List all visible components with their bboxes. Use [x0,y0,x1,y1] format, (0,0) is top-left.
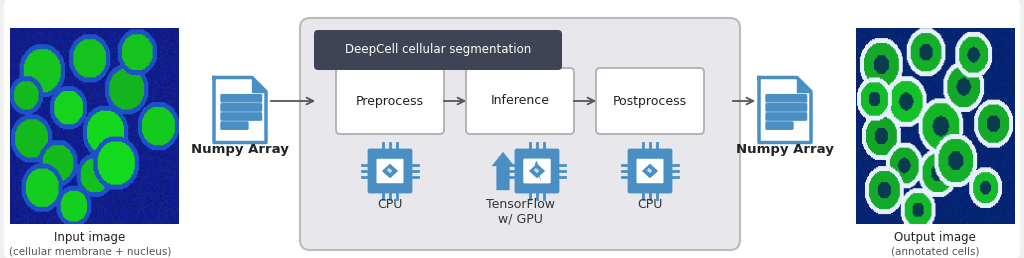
FancyBboxPatch shape [466,68,574,134]
Text: DeepCell cellular segmentation: DeepCell cellular segmentation [345,44,531,57]
FancyBboxPatch shape [220,94,262,103]
Text: CPU: CPU [377,198,402,212]
FancyBboxPatch shape [765,121,794,130]
FancyBboxPatch shape [220,112,262,121]
FancyBboxPatch shape [596,68,705,134]
FancyBboxPatch shape [628,149,673,194]
Polygon shape [797,77,811,92]
FancyBboxPatch shape [523,159,551,183]
FancyBboxPatch shape [368,149,413,194]
Text: Postprocess: Postprocess [613,94,687,108]
Text: Numpy Array: Numpy Array [736,143,834,157]
FancyBboxPatch shape [765,112,807,121]
Polygon shape [387,168,392,173]
Polygon shape [214,77,266,142]
Text: Numpy Array: Numpy Array [191,143,289,157]
FancyBboxPatch shape [515,149,559,194]
FancyBboxPatch shape [523,159,551,183]
Polygon shape [759,77,811,142]
Polygon shape [252,77,266,92]
Text: CPU: CPU [637,198,663,212]
Text: Inference: Inference [490,94,550,108]
FancyBboxPatch shape [336,68,444,134]
FancyBboxPatch shape [765,94,807,103]
FancyBboxPatch shape [314,30,562,70]
Text: Output image: Output image [894,231,976,245]
Polygon shape [528,164,545,178]
Polygon shape [492,152,514,190]
FancyBboxPatch shape [220,121,249,130]
Text: (cellular membrane + nucleus): (cellular membrane + nucleus) [9,246,171,256]
Polygon shape [647,168,652,173]
FancyBboxPatch shape [637,159,664,183]
FancyBboxPatch shape [300,18,740,250]
FancyBboxPatch shape [220,103,262,112]
Polygon shape [642,164,658,178]
Text: Input image: Input image [54,231,126,245]
FancyBboxPatch shape [4,0,1020,258]
Polygon shape [534,160,542,182]
Text: (annotated cells): (annotated cells) [891,246,979,256]
FancyBboxPatch shape [377,159,403,183]
Text: Preprocess: Preprocess [356,94,424,108]
Polygon shape [382,164,398,178]
FancyBboxPatch shape [765,103,807,112]
Text: TensorFlow
w/ GPU: TensorFlow w/ GPU [485,198,555,226]
Polygon shape [534,168,540,173]
